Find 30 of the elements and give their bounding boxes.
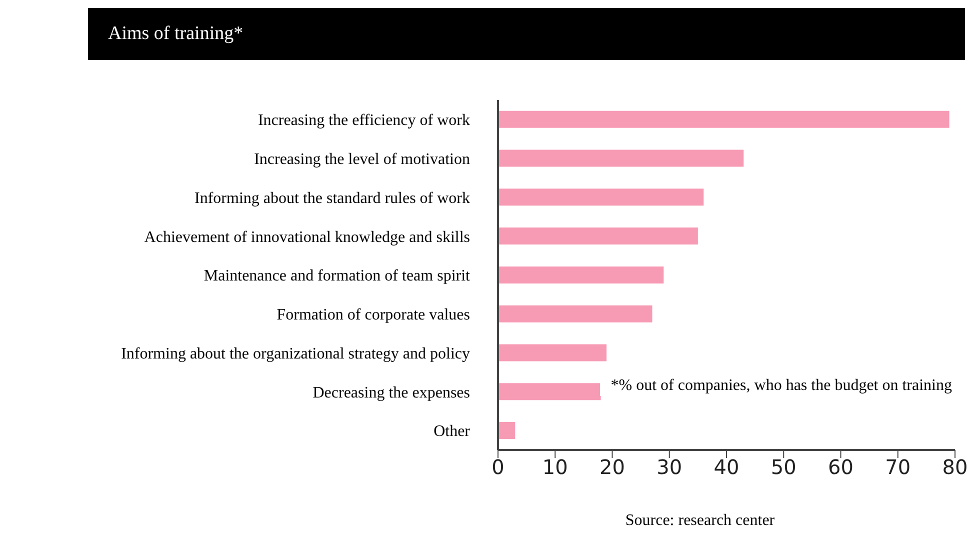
bar	[498, 344, 607, 362]
source-note: Source: research center	[624, 512, 776, 530]
x-tick-label: 10	[542, 455, 568, 480]
y-tick-label: Informing about the organizational strategy and policy	[121, 345, 470, 362]
bar	[498, 383, 601, 400]
x-tick-label: 30	[656, 455, 682, 480]
y-tick-label: Increasing the level of motivation	[254, 151, 470, 168]
x-tick-label: 70	[885, 455, 911, 480]
y-tick-label: Other	[434, 423, 471, 440]
bar	[498, 110, 950, 128]
x-tick-label: 40	[714, 455, 740, 480]
y-tick-label: Increasing the efficiency of work	[258, 112, 470, 130]
y-tick-label: Achievement of innovational knowledge and skills	[144, 228, 470, 246]
x-tick-label: 50	[770, 455, 796, 480]
bar	[498, 228, 698, 245]
x-tick-label: 0	[492, 455, 504, 480]
bar	[498, 188, 704, 206]
y-tick-label: Informing about the standard rules of work	[194, 190, 470, 207]
x-tick-label: 60	[828, 455, 854, 480]
bar	[498, 266, 664, 284]
bar	[498, 305, 652, 322]
annotation: *% out of companies, who has the budget on training	[600, 376, 952, 396]
x-tick-label: 20	[600, 455, 625, 480]
y-tick-label: Maintenance and formation of team spirit	[204, 268, 471, 285]
bar	[498, 422, 516, 439]
x-tick-label: 80	[942, 455, 968, 480]
text: Aims of training*	[88, 8, 965, 60]
y-tick-label: Formation of corporate values	[276, 306, 470, 324]
y-tick-label: Decreasing the expenses	[312, 384, 470, 402]
bar	[498, 150, 744, 167]
